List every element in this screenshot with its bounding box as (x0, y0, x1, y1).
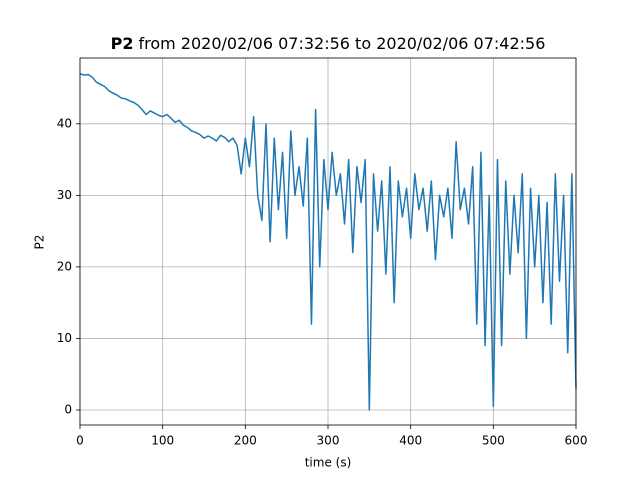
y-axis-label: P2 (33, 235, 47, 250)
x-tick-label: 100 (151, 434, 174, 448)
y-tick-label: 10 (57, 331, 72, 345)
y-tick-label: 20 (57, 259, 72, 273)
chart-title: P2 from 2020/02/06 07:32:56 to 2020/02/06… (111, 34, 546, 53)
x-axis-label: time (s) (305, 456, 352, 470)
plot-frame (79, 57, 577, 426)
y-tick-label: 40 (57, 116, 72, 130)
y-tick-label: 30 (57, 188, 72, 202)
y-tick-label: 0 (64, 402, 72, 416)
title-bold: P2 (111, 34, 134, 53)
title-rest: from 2020/02/06 07:32:56 to 2020/02/06 0… (138, 34, 545, 53)
x-tick-label: 500 (482, 434, 505, 448)
x-tick-label: 300 (317, 434, 340, 448)
x-tick-label: 600 (565, 434, 588, 448)
x-tick-label: 400 (399, 434, 422, 448)
data-line (79, 73, 577, 411)
x-tick-label: 200 (234, 434, 257, 448)
x-tick-label: 0 (76, 434, 84, 448)
